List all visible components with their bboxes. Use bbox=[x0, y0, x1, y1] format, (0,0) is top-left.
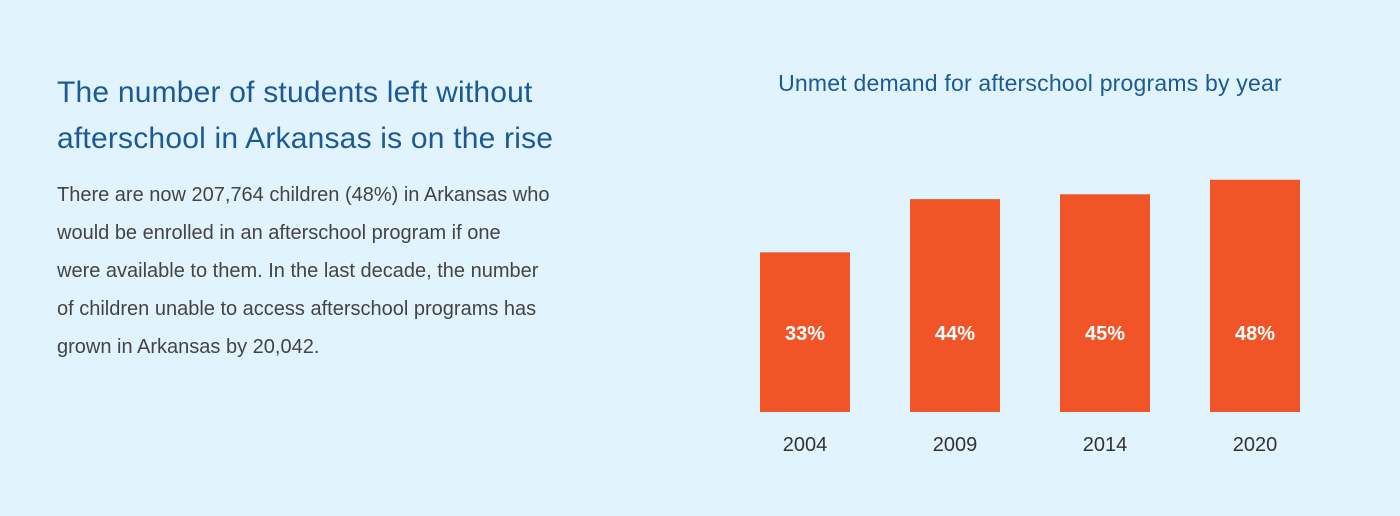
bar-value-label-2009: 44% bbox=[935, 323, 975, 345]
x-tick-label-2009: 2009 bbox=[933, 434, 978, 456]
bar-chart: 33% 2004 44% 2009 45% 2014 48% 2020 bbox=[760, 179, 1300, 456]
x-tick-label-2014: 2014 bbox=[1083, 434, 1128, 456]
body-line-5: grown in Arkansas by 20,042. bbox=[57, 336, 320, 358]
bar-value-label-2020: 48% bbox=[1235, 323, 1275, 345]
body-line-1: There are now 207,764 children (48%) in … bbox=[57, 184, 550, 206]
headline-line-1: The number of students left without bbox=[57, 76, 533, 109]
body-line-2: would be enrolled in an afterschool prog… bbox=[57, 222, 501, 244]
bar-2014 bbox=[1060, 194, 1150, 412]
x-tick-label-2020: 2020 bbox=[1233, 434, 1278, 456]
bar-value-label-2014: 45% bbox=[1085, 323, 1125, 345]
body-line-3: were available to them. In the last deca… bbox=[57, 260, 539, 282]
bar-2020 bbox=[1210, 179, 1300, 412]
x-tick-label-2004: 2004 bbox=[783, 434, 828, 456]
headline: The number of students left without afte… bbox=[57, 70, 657, 162]
body-line-4: of children unable to access afterschool… bbox=[57, 298, 537, 320]
bar-value-label-2004: 33% bbox=[785, 323, 825, 345]
bar-2009 bbox=[910, 199, 1000, 412]
headline-line-2: afterschool in Arkansas is on the rise bbox=[57, 122, 554, 155]
bar-2004 bbox=[760, 252, 850, 412]
chart-title: Unmet demand for afterschool programs by… bbox=[778, 70, 1282, 96]
body-paragraph: There are now 207,764 children (48%) in … bbox=[57, 176, 657, 366]
text-panel: The number of students left without afte… bbox=[57, 70, 657, 366]
